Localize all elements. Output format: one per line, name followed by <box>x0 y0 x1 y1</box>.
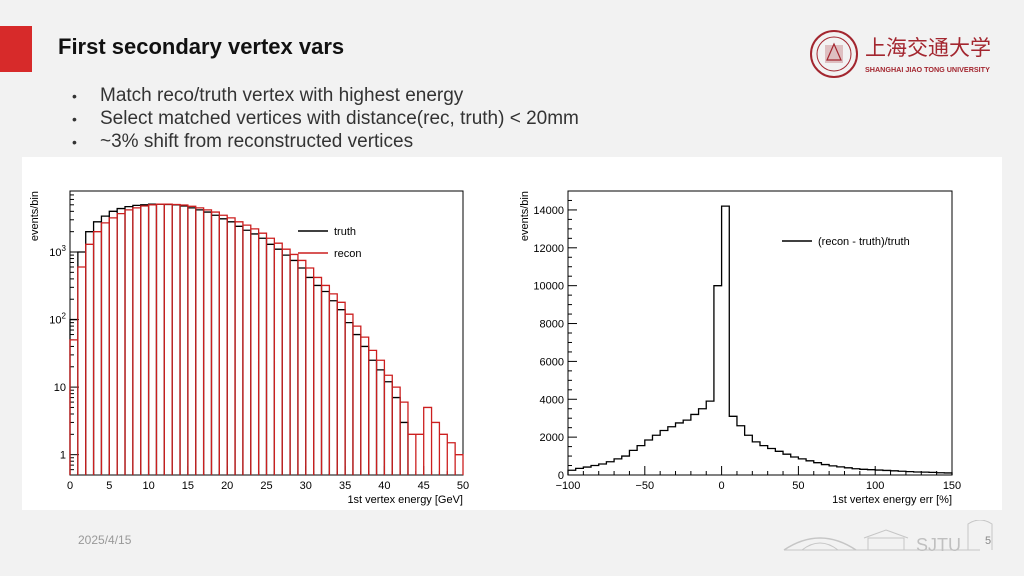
bullet-list: • Match reco/truth vertex with highest en… <box>72 84 579 153</box>
y-axis-label: events/bin <box>29 191 41 241</box>
y-tick-label: 103 <box>49 244 66 259</box>
footer-sjtu-text: SJTU <box>916 535 961 555</box>
x-tick-label: 25 <box>260 480 272 492</box>
logo-english-name: SHANGHAI JIAO TONG UNIVERSITY <box>865 65 990 74</box>
bullet-dot-icon: • <box>72 111 77 127</box>
footer-campus-logo: SJTU <box>783 520 993 555</box>
bullet-text: Select matched vertices with distance(re… <box>100 108 579 129</box>
x-tick-label: 100 <box>866 480 884 492</box>
energy-error-histogram: −100 −50 0 50 100 150 0 2000 4000 6000 8000 10000 12… <box>519 190 961 506</box>
plot-frame <box>567 190 953 476</box>
histogram-series-recon <box>69 203 464 475</box>
x-axis-label: 1st vertex energy err [%] <box>832 494 952 506</box>
y-tick-label: 102 <box>49 312 66 327</box>
legend-label: (recon - truth)/truth <box>818 236 910 248</box>
x-axis-label: 1st vertex energy [GeV] <box>347 494 463 506</box>
bullet-item: • Match reco/truth vertex with highest en… <box>72 84 579 107</box>
y-tick-label: 14000 <box>533 205 564 217</box>
x-tick-label: 30 <box>300 480 312 492</box>
histogram-series-truth <box>69 203 409 475</box>
bullet-item: • Select matched vertices with distance(r… <box>72 107 579 130</box>
y-tick-label: 10 <box>54 382 66 394</box>
page-number: 5 <box>985 535 992 547</box>
y-tick-label: 0 <box>558 470 564 482</box>
y-axis-label: events/bin <box>519 191 531 241</box>
x-tick-label: 50 <box>457 480 469 492</box>
y-tick-label: 1 <box>60 450 66 462</box>
legend-label: recon <box>334 248 362 260</box>
x-tick-label: 45 <box>418 480 430 492</box>
x-tick-label: 0 <box>67 480 73 492</box>
histogram-series <box>567 205 953 475</box>
bullet-dot-icon: • <box>72 88 77 104</box>
bullet-text: ~3% shift from reconstructed vertices <box>100 131 414 152</box>
bullet-dot-icon: • <box>72 134 77 150</box>
y-tick-label: 12000 <box>533 243 564 255</box>
x-tick-label: 5 <box>106 480 112 492</box>
x-tick-label: 10 <box>142 480 154 492</box>
y-tick-label: 2000 <box>540 432 564 444</box>
y-tick-label: 4000 <box>540 394 564 406</box>
x-tick-label: 20 <box>221 480 233 492</box>
plots-panel: 0 5 10 15 20 25 30 35 40 45 50 1 10 102 103 truth recon 1… <box>22 157 1002 510</box>
y-tick-label: 8000 <box>540 319 564 331</box>
legend-label: truth <box>334 226 356 238</box>
x-tick-label: −100 <box>556 480 581 492</box>
x-tick-label: 15 <box>182 480 194 492</box>
accent-bar <box>0 26 32 72</box>
bullet-text: Match reco/truth vertex with highest ene… <box>100 85 464 106</box>
y-tick-label: 10000 <box>533 281 564 293</box>
y-tick-label: 6000 <box>540 356 564 368</box>
x-tick-label: 0 <box>719 480 725 492</box>
slide-title: First secondary vertex vars <box>58 34 345 59</box>
logo-chinese-name: 上海交通大学 <box>865 37 991 60</box>
bullet-item: • ~3% shift from reconstructed vertices <box>72 130 579 153</box>
sjtu-logo: 上海交通大学 SHANGHAI JIAO TONG UNIVERSITY <box>810 30 991 78</box>
slide-date: 2025/4/15 <box>78 533 132 547</box>
x-tick-label: −50 <box>635 480 654 492</box>
x-tick-label: 40 <box>378 480 390 492</box>
x-tick-label: 35 <box>339 480 351 492</box>
x-tick-label: 150 <box>943 480 961 492</box>
x-tick-label: 50 <box>792 480 804 492</box>
energy-histogram: 0 5 10 15 20 25 30 35 40 45 50 1 10 102 103 truth recon 1… <box>29 190 469 506</box>
